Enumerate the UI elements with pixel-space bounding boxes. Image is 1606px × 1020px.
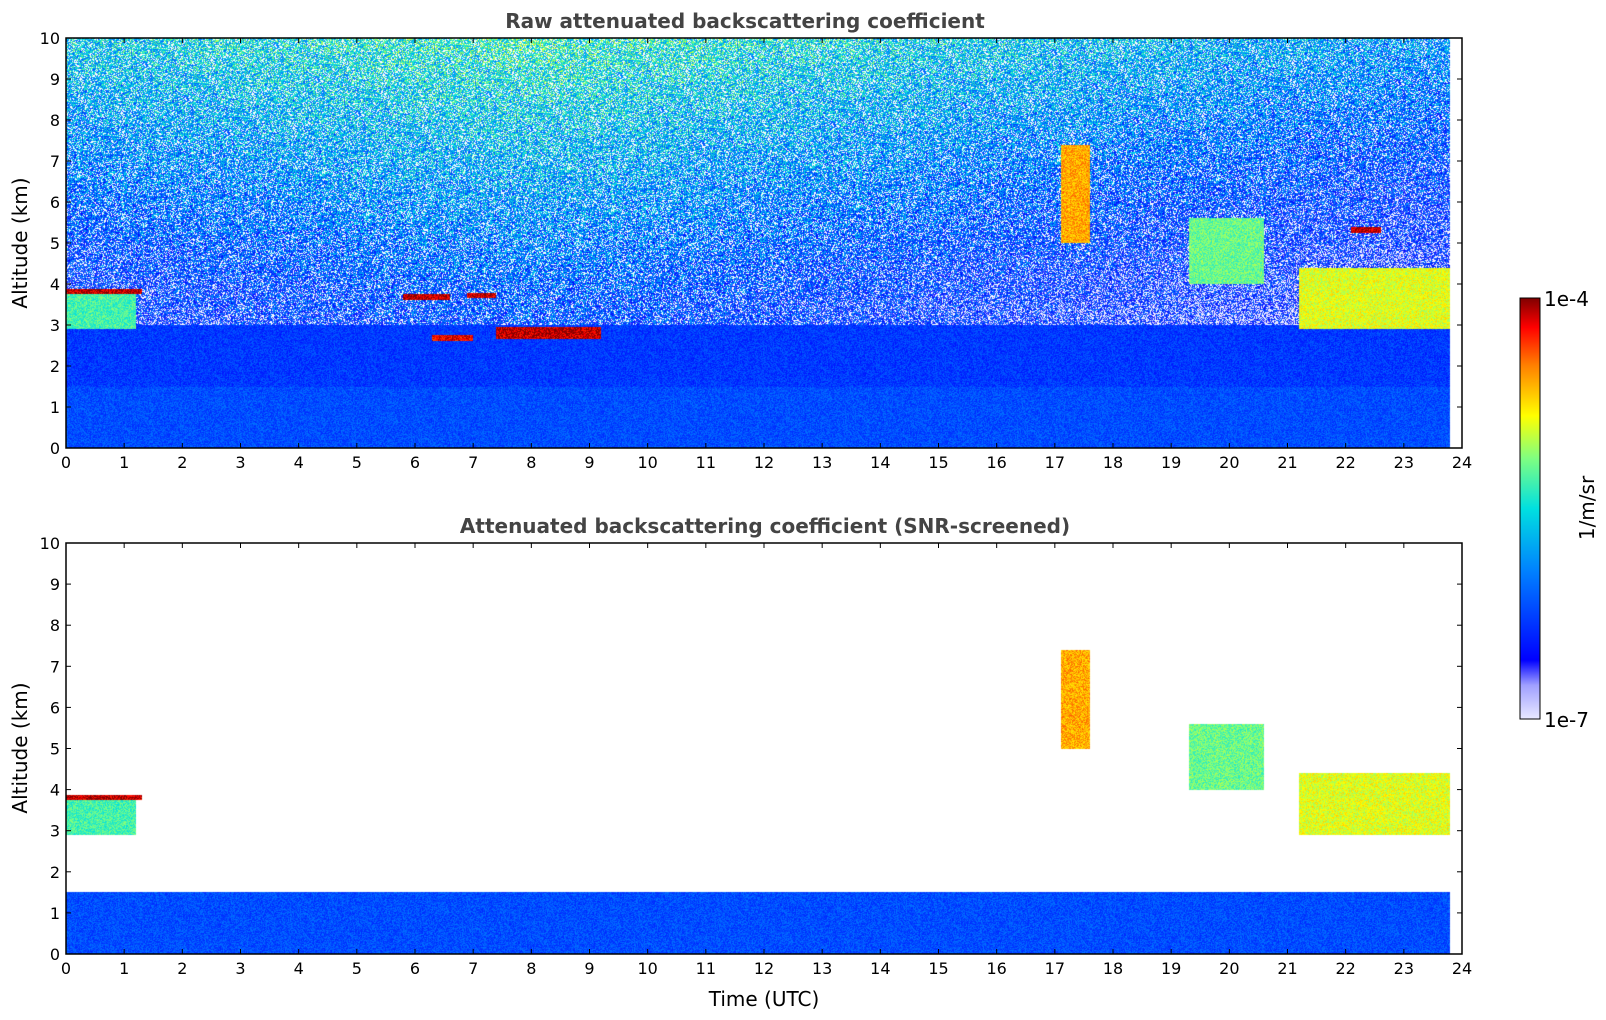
y-axis-label: Altitude (km) bbox=[8, 177, 32, 308]
backscatter-heatmap bbox=[66, 543, 1462, 954]
x-axis: 0 1 2 3 4 5 6 7 8 9 10 11 12 13 14 15 16 17 18 19 20 21 22 23 24 bbox=[61, 38, 1472, 472]
x-tick-label: 20 bbox=[1219, 959, 1239, 978]
snr-screened-backscatter-panel: Attenuated backscattering coefficient (S… bbox=[8, 514, 1472, 1011]
y-tick-label: 7 bbox=[50, 657, 60, 676]
y-axis: 0 1 2 3 4 5 6 7 8 9 10 bbox=[40, 29, 1462, 458]
x-tick-label: 14 bbox=[870, 453, 890, 472]
x-tick-label: 14 bbox=[870, 959, 890, 978]
x-tick-label: 1 bbox=[119, 959, 129, 978]
x-tick-label: 24 bbox=[1452, 453, 1472, 472]
colorbar-max-label: 1e-4 bbox=[1544, 287, 1589, 311]
x-tick-label: 1 bbox=[119, 453, 129, 472]
y-axis-label: Altitude (km) bbox=[8, 682, 32, 813]
x-tick-label: 13 bbox=[812, 959, 832, 978]
y-tick-label: 10 bbox=[40, 534, 60, 553]
x-tick-label: 17 bbox=[1045, 453, 1065, 472]
x-axis: 0 1 2 3 4 5 6 7 8 9 10 11 12 13 14 15 16 17 18 19 20 21 22 23 24 bbox=[61, 543, 1472, 978]
x-tick-label: 21 bbox=[1277, 959, 1297, 978]
x-tick-label: 7 bbox=[468, 959, 478, 978]
x-tick-label: 6 bbox=[410, 959, 420, 978]
x-tick-label: 12 bbox=[754, 453, 774, 472]
y-tick-label: 2 bbox=[50, 863, 60, 882]
x-tick-label: 2 bbox=[177, 453, 187, 472]
y-tick-label: 0 bbox=[50, 439, 60, 458]
y-tick-label: 3 bbox=[50, 822, 60, 841]
x-tick-label: 21 bbox=[1277, 453, 1297, 472]
y-tick-label: 3 bbox=[50, 316, 60, 335]
x-tick-label: 8 bbox=[526, 959, 536, 978]
x-tick-label: 15 bbox=[928, 453, 948, 472]
y-tick-label: 4 bbox=[50, 275, 60, 294]
y-tick-label: 9 bbox=[50, 70, 60, 89]
y-tick-label: 6 bbox=[50, 698, 60, 717]
x-tick-label: 9 bbox=[584, 453, 594, 472]
y-tick-label: 2 bbox=[50, 357, 60, 376]
x-tick-label: 10 bbox=[637, 453, 657, 472]
colorbar-scale bbox=[1519, 297, 1541, 720]
x-tick-label: 17 bbox=[1045, 959, 1065, 978]
x-tick-label: 19 bbox=[1161, 453, 1181, 472]
y-tick-label: 0 bbox=[50, 945, 60, 964]
y-tick-label: 10 bbox=[40, 29, 60, 48]
x-tick-label: 4 bbox=[294, 959, 304, 978]
y-tick-label: 5 bbox=[50, 234, 60, 253]
x-tick-label: 12 bbox=[754, 959, 774, 978]
x-tick-label: 8 bbox=[526, 453, 536, 472]
x-tick-label: 0 bbox=[61, 453, 71, 472]
panel-title: Raw attenuated backscattering coefficien… bbox=[505, 9, 985, 33]
y-tick-label: 1 bbox=[50, 904, 60, 923]
x-tick-label: 4 bbox=[294, 453, 304, 472]
y-tick-label: 9 bbox=[50, 575, 60, 594]
x-tick-label: 23 bbox=[1394, 453, 1414, 472]
x-tick-label: 5 bbox=[352, 959, 362, 978]
x-tick-label: 0 bbox=[61, 959, 71, 978]
x-tick-label: 22 bbox=[1335, 453, 1355, 472]
x-tick-label: 6 bbox=[410, 453, 420, 472]
x-tick-label: 3 bbox=[235, 959, 245, 978]
colorbar: 1e-4 1e-7 1/m/sr bbox=[1519, 287, 1599, 732]
y-tick-label: 6 bbox=[50, 193, 60, 212]
raw-backscatter-panel: Raw attenuated backscattering coefficien… bbox=[8, 9, 1472, 472]
x-tick-label: 9 bbox=[584, 959, 594, 978]
panel-title: Attenuated backscattering coefficient (S… bbox=[460, 514, 1070, 538]
x-tick-label: 11 bbox=[696, 959, 716, 978]
x-tick-label: 11 bbox=[696, 453, 716, 472]
x-tick-label: 3 bbox=[235, 453, 245, 472]
colorbar-unit-label: 1/m/sr bbox=[1575, 475, 1599, 540]
backscatter-heatmap bbox=[66, 38, 1462, 448]
x-tick-label: 5 bbox=[352, 453, 362, 472]
x-tick-label: 13 bbox=[812, 453, 832, 472]
x-axis-label: Time (UTC) bbox=[708, 987, 820, 1011]
x-tick-label: 18 bbox=[1103, 453, 1123, 472]
x-tick-label: 18 bbox=[1103, 959, 1123, 978]
x-tick-label: 23 bbox=[1394, 959, 1414, 978]
plot-area bbox=[66, 38, 1462, 448]
x-tick-label: 2 bbox=[177, 959, 187, 978]
x-tick-label: 19 bbox=[1161, 959, 1181, 978]
y-tick-label: 1 bbox=[50, 398, 60, 417]
y-tick-label: 7 bbox=[50, 152, 60, 171]
x-tick-label: 20 bbox=[1219, 453, 1239, 472]
x-tick-label: 10 bbox=[637, 959, 657, 978]
x-tick-label: 16 bbox=[986, 959, 1006, 978]
x-tick-label: 7 bbox=[468, 453, 478, 472]
x-tick-label: 16 bbox=[986, 453, 1006, 472]
plot-area bbox=[66, 543, 1462, 954]
y-axis: 0 1 2 3 4 5 6 7 8 9 10 bbox=[40, 534, 1462, 964]
y-tick-label: 8 bbox=[50, 616, 60, 635]
y-tick-label: 8 bbox=[50, 111, 60, 130]
y-tick-label: 5 bbox=[50, 740, 60, 759]
x-tick-label: 22 bbox=[1335, 959, 1355, 978]
colorbar-min-label: 1e-7 bbox=[1544, 708, 1589, 732]
x-tick-label: 24 bbox=[1452, 959, 1472, 978]
x-tick-label: 15 bbox=[928, 959, 948, 978]
y-tick-label: 4 bbox=[50, 781, 60, 800]
